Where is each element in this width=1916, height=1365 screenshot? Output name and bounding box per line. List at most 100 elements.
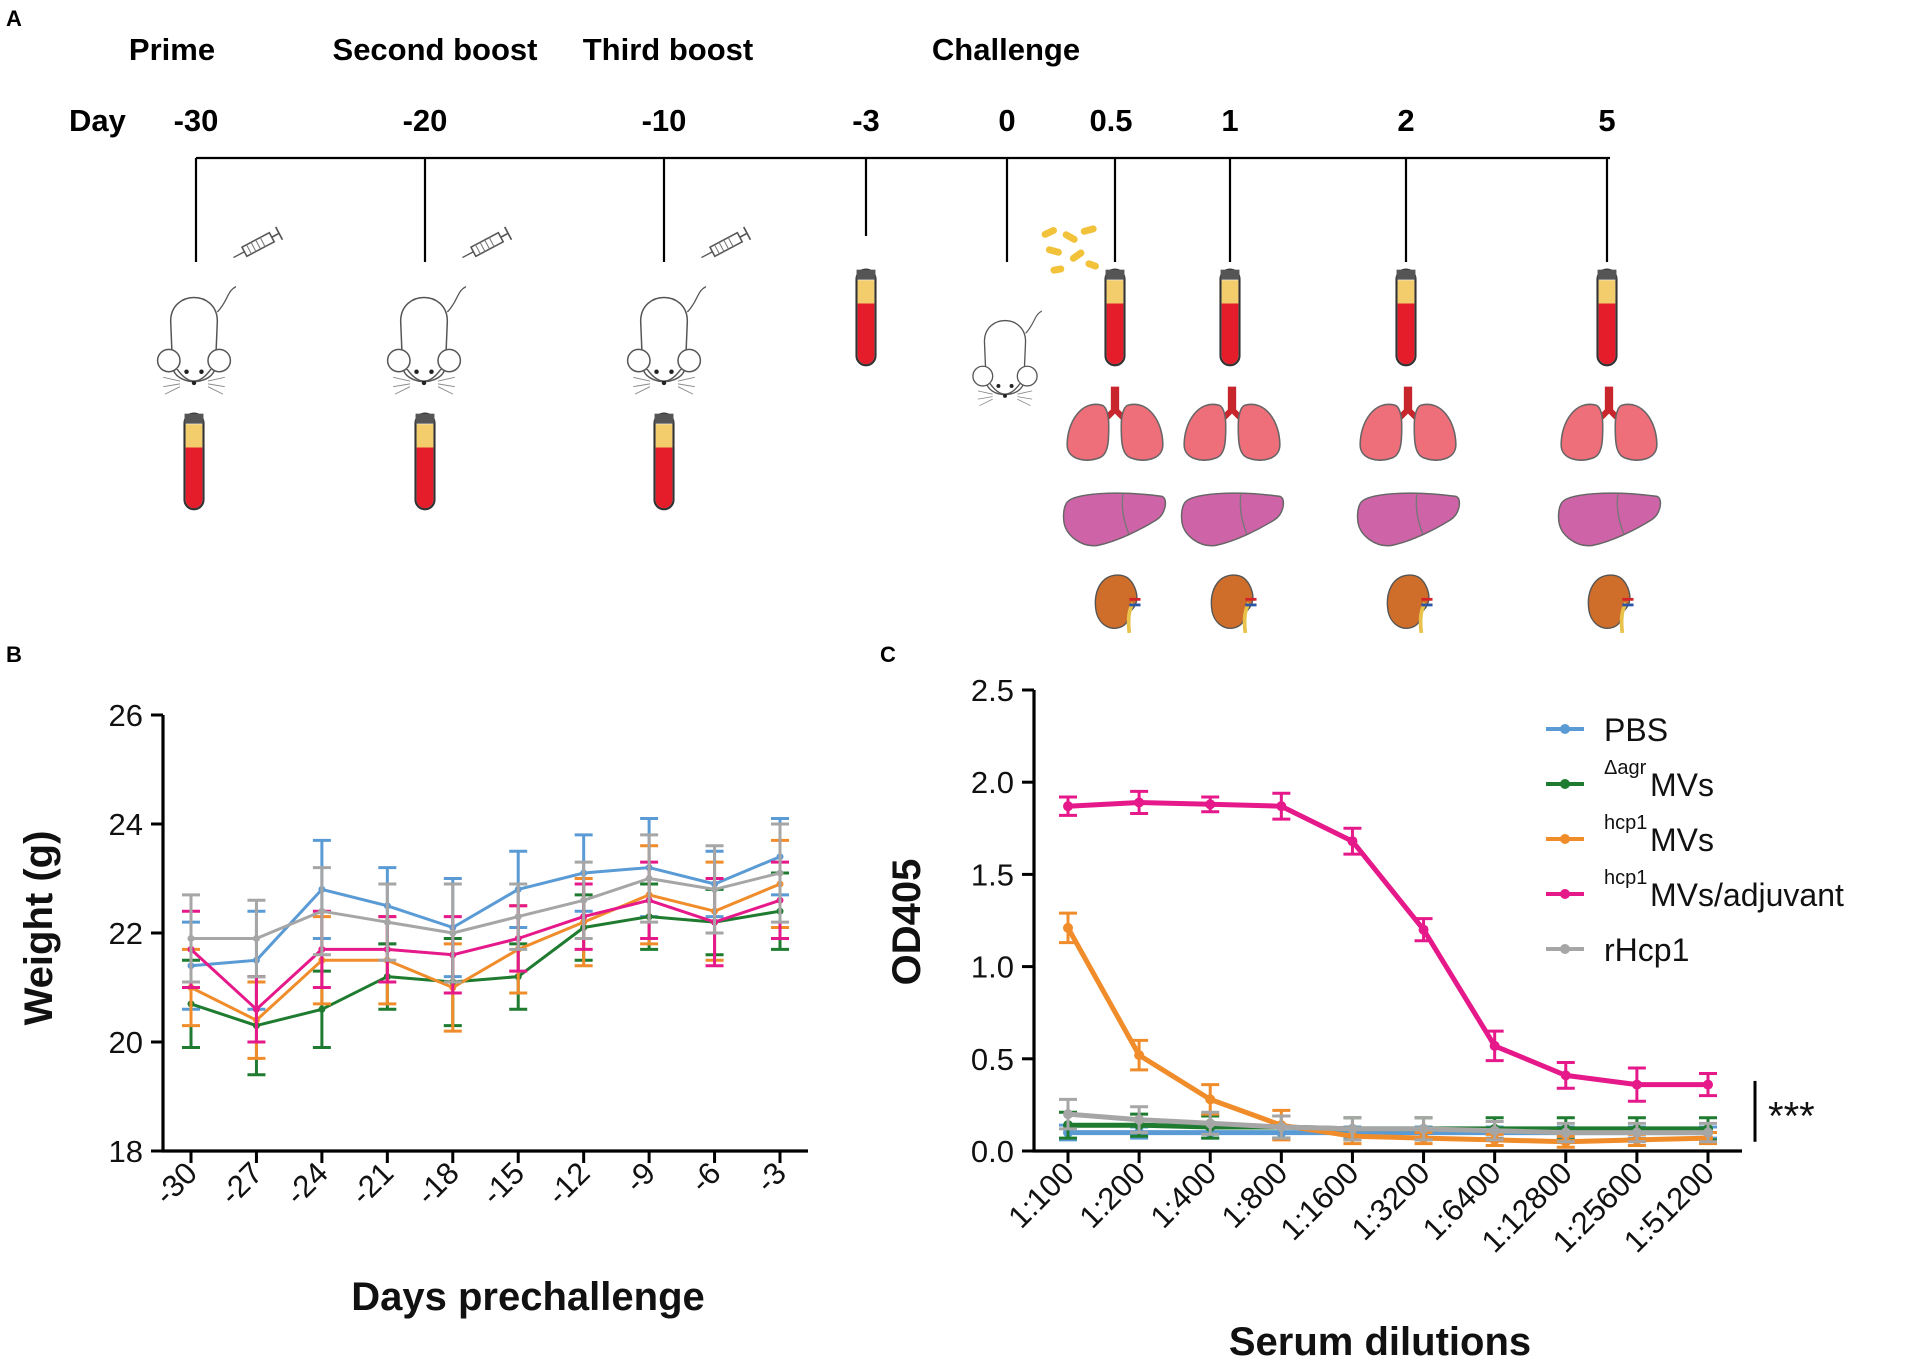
data-point [1205, 1094, 1216, 1105]
x-tick-label: -12 [540, 1155, 596, 1211]
data-point [514, 913, 522, 921]
phase-label-second-boost: Second boost [333, 32, 538, 67]
day-tick-5: 5 [1598, 103, 1615, 138]
series [182, 871, 789, 1077]
data-point [1276, 801, 1287, 812]
legend-swatch-marker [1560, 724, 1570, 734]
y-axis-title: OD405 [885, 859, 929, 986]
series [1059, 1097, 1717, 1144]
panel-c-label: C [880, 642, 896, 667]
legend-superscript: hcp1 [1604, 812, 1647, 834]
phase-label-third-boost: Third boost [583, 32, 753, 67]
blood-tube-icon [183, 412, 205, 511]
mouse-icon [972, 309, 1042, 407]
phase-label-challenge: Challenge [932, 32, 1080, 67]
syringe-icon [229, 226, 284, 265]
legend-entry: Δagr MVs [1546, 757, 1714, 803]
series-line [191, 871, 781, 940]
liver-icon [1356, 492, 1461, 547]
legend-superscript: hcp1 [1604, 867, 1647, 889]
blood-tube-icon [653, 412, 675, 511]
y-tick-label: 0.5 [971, 1042, 1014, 1077]
liver-icon [1557, 492, 1662, 547]
y-tick-label: 20 [109, 1025, 143, 1060]
significance-stars: *** [1768, 1094, 1815, 1138]
y-tick-label: 1.0 [971, 950, 1014, 985]
legend-entry: PBS [1546, 712, 1668, 748]
y-tick-label: 26 [109, 698, 143, 733]
series [1059, 789, 1717, 1103]
x-axis-title: Days prechallenge [351, 1275, 705, 1319]
data-point [1205, 1118, 1216, 1129]
mouse-icon [386, 285, 466, 395]
kidney-icon [1209, 573, 1259, 635]
x-tick-label: -24 [278, 1155, 334, 1211]
day-label: Day [69, 103, 127, 138]
data-point [1489, 1125, 1500, 1136]
kidney-icon [1385, 573, 1435, 635]
x-tick-label: -3 [749, 1155, 793, 1199]
data-point [1063, 922, 1073, 933]
data-point [1560, 1070, 1571, 1081]
x-tick-label: -30 [148, 1155, 204, 1211]
lungs-icon [1183, 385, 1281, 461]
x-tick-label: 1:3200 [1345, 1155, 1437, 1247]
legend-label: PBS [1604, 712, 1668, 748]
day-tick-m3: -3 [852, 103, 880, 138]
blood-tube-icon [1395, 268, 1417, 367]
y-axis-title: Weight (g) [17, 831, 61, 1026]
data-point [776, 869, 784, 877]
series-line [190, 909, 781, 1028]
x-tick-label: -21 [344, 1155, 400, 1211]
panel-b: B 18 20 22 24 26 -30 -27 -24 -21 -18 -15 -12 -9 -6 -3 D… [6, 642, 808, 1319]
data-point [1134, 1114, 1145, 1125]
x-tick-label: -18 [409, 1155, 465, 1211]
panel-a: A Prime Second boost Third boost Challen… [6, 6, 1662, 635]
blood-tube-icon [414, 412, 436, 511]
series-line [190, 882, 781, 1022]
timeline-axis [194, 156, 1610, 262]
y-tick-label: 1.5 [971, 857, 1014, 892]
series-line [1067, 1111, 1708, 1136]
syringe-icon [697, 226, 752, 265]
x-tick-label: 1:400 [1144, 1155, 1224, 1235]
day-tick-m10: -10 [642, 103, 687, 138]
legend-label: rHcp1 [1604, 932, 1689, 968]
liver-icon [1062, 492, 1167, 547]
data-point [645, 875, 653, 882]
data-point [383, 918, 391, 926]
mouse-icon [156, 285, 236, 395]
series [182, 838, 789, 1060]
legend-label: MVs [1650, 822, 1714, 858]
day-tick-m30: -30 [174, 103, 219, 138]
data-point [1418, 924, 1429, 935]
x-tick-label: 1:1600 [1274, 1155, 1366, 1247]
lungs-icon [1560, 385, 1658, 461]
phase-label-prime: Prime [129, 32, 215, 67]
liver-icon [1180, 492, 1285, 547]
legend-swatch-marker [1560, 834, 1570, 844]
data-point [1063, 1109, 1073, 1120]
bacteria-icon [1040, 224, 1100, 275]
legend-swatch-marker [1560, 944, 1570, 954]
series-line [190, 855, 781, 968]
y-tick-label: 18 [109, 1134, 143, 1169]
data-point [1631, 1127, 1642, 1138]
data-point [252, 934, 260, 942]
data-point [711, 885, 719, 893]
y-tick-label: 0.0 [971, 1134, 1014, 1169]
od405-chart: 0.00.51.01.52.02.51:1001:2001:4001:8001:… [885, 673, 1844, 1364]
legend-swatch-marker [1560, 889, 1570, 899]
x-axis-title: Serum dilutions [1229, 1320, 1531, 1364]
legend-superscript: Δagr [1604, 757, 1647, 779]
day-tick-0: 0 [998, 103, 1015, 138]
data-point [1347, 836, 1358, 847]
data-point [318, 1005, 326, 1013]
day-tick-m20: -20 [403, 103, 448, 138]
legend-entry: rHcp1 [1546, 932, 1689, 968]
panel-a-label: A [6, 6, 22, 31]
data-point [1347, 1123, 1358, 1134]
y-tick-label: 2.5 [971, 673, 1014, 708]
x-tick-label: -15 [475, 1155, 531, 1211]
